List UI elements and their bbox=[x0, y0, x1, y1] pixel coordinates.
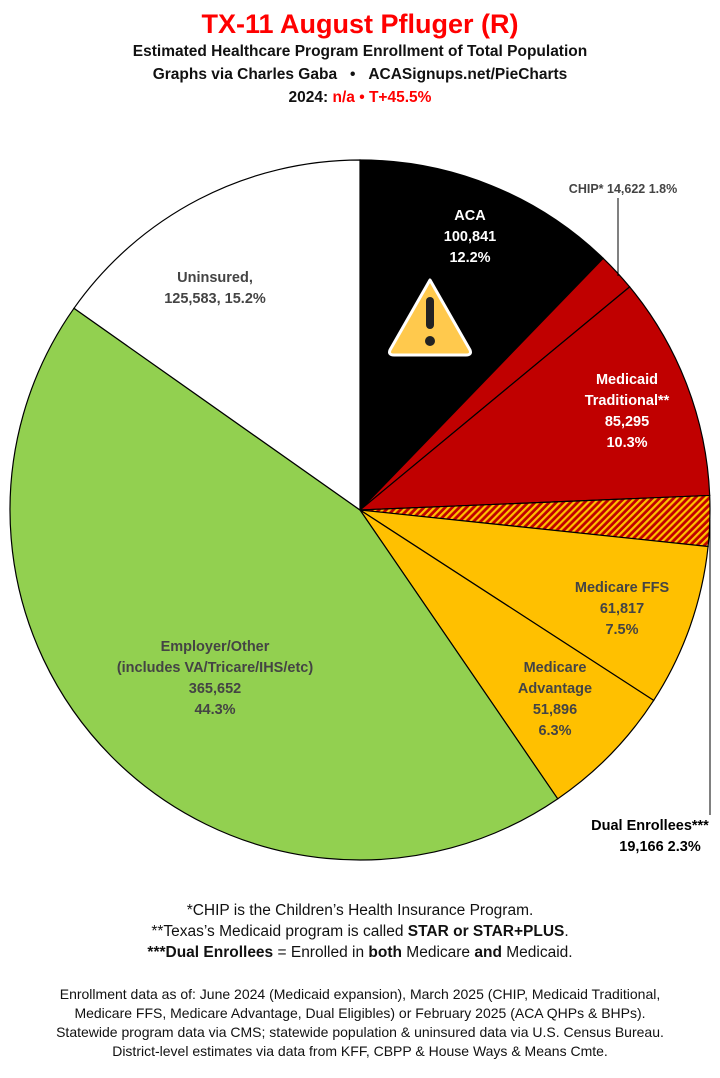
slice-medicaid-traditional bbox=[358, 286, 711, 511]
source-line: District-level estimates via data from K… bbox=[112, 1043, 608, 1059]
label-aca: ACA bbox=[454, 208, 486, 224]
note-bold: STAR or STAR+PLUS bbox=[407, 923, 565, 940]
credit-sep: • bbox=[349, 66, 356, 83]
label-ma: Medicare bbox=[524, 660, 587, 676]
warning-triangle-icon bbox=[388, 278, 472, 357]
source-line: Enrollment data as of: June 2024 (Medica… bbox=[59, 986, 661, 1002]
label-aca-pct: 12.2% bbox=[449, 250, 490, 266]
note-dual: ***Dual Enrollees = Enrolled in both Med… bbox=[0, 942, 720, 963]
label-employer-pct: 44.3% bbox=[194, 702, 235, 718]
label-medicaid-2: Traditional** bbox=[585, 393, 670, 409]
label-ffs-value: 61,817 bbox=[600, 601, 644, 617]
year-label: 2024: bbox=[288, 89, 329, 106]
slice-medicare-ffs bbox=[359, 509, 709, 702]
label-employer-value: 365,652 bbox=[189, 681, 241, 697]
note-bold: and bbox=[474, 944, 502, 961]
label-ffs-pct: 7.5% bbox=[605, 622, 638, 638]
year-value: n/a bbox=[332, 89, 355, 106]
label-employer: Employer/Other bbox=[161, 639, 270, 655]
credit-author: Graphs via Charles Gaba bbox=[152, 66, 338, 83]
note-text: Medicare bbox=[401, 944, 475, 961]
slice-employer-other bbox=[9, 307, 559, 861]
note-chip: *CHIP is the Children’s Health Insurance… bbox=[186, 902, 534, 919]
credit-line: Graphs via Charles Gaba • ACASignups.net… bbox=[0, 63, 720, 86]
label-medicaid-value: 85,295 bbox=[605, 414, 649, 430]
label-chip: CHIP* 14,622 1.8% bbox=[569, 182, 677, 196]
subtitle: Estimated Healthcare Program Enrollment … bbox=[132, 43, 588, 60]
year-sep: • bbox=[359, 89, 365, 106]
label-medicaid-pct: 10.3% bbox=[606, 435, 647, 451]
label-ma-pct: 6.3% bbox=[538, 723, 571, 739]
note-text: = Enrolled in bbox=[273, 944, 369, 961]
label-dual-value: 19,166 2.3% bbox=[619, 839, 701, 855]
note-bold: ***Dual Enrollees bbox=[147, 944, 274, 961]
source-line: Medicare FFS, Medicare Advantage, Dual E… bbox=[74, 1005, 646, 1021]
label-employer-2: (includes VA/Tricare/IHS/etc) bbox=[117, 660, 314, 676]
label-ffs: Medicare FFS bbox=[575, 580, 670, 596]
slice-medicare-advantage bbox=[359, 509, 655, 800]
note-text: **Texas’s Medicaid program is called bbox=[151, 923, 408, 940]
note-bold: both bbox=[368, 944, 402, 961]
note-text: Medicaid. bbox=[501, 944, 573, 961]
label-ma-value: 51,896 bbox=[533, 702, 577, 718]
slice-uninsured bbox=[73, 159, 361, 512]
page-title: TX-11 August Pfluger (R) bbox=[201, 9, 519, 39]
label-dual: Dual Enrollees*** bbox=[591, 818, 709, 834]
label-uninsured-value: 125,583, 15.2% bbox=[164, 291, 266, 307]
source-line: Statewide program data via CMS; statewid… bbox=[56, 1024, 664, 1040]
slice-aca bbox=[359, 159, 605, 512]
label-medicaid: Medicaid bbox=[596, 372, 658, 388]
note-medicaid: **Texas’s Medicaid program is called STA… bbox=[0, 921, 720, 942]
sources: Enrollment data as of: June 2024 (Medica… bbox=[0, 985, 720, 1061]
label-uninsured: Uninsured, bbox=[177, 270, 253, 286]
note-text: . bbox=[564, 923, 569, 940]
label-ma-2: Advantage bbox=[518, 681, 592, 697]
credit-url: ACASignups.net/PieCharts bbox=[368, 66, 568, 83]
label-aca-value: 100,841 bbox=[444, 229, 496, 245]
year-line: 2024: n/a • T+45.5% bbox=[0, 86, 720, 109]
footnotes: *CHIP is the Children’s Health Insurance… bbox=[0, 900, 720, 963]
trump-margin: T+45.5% bbox=[368, 89, 432, 106]
